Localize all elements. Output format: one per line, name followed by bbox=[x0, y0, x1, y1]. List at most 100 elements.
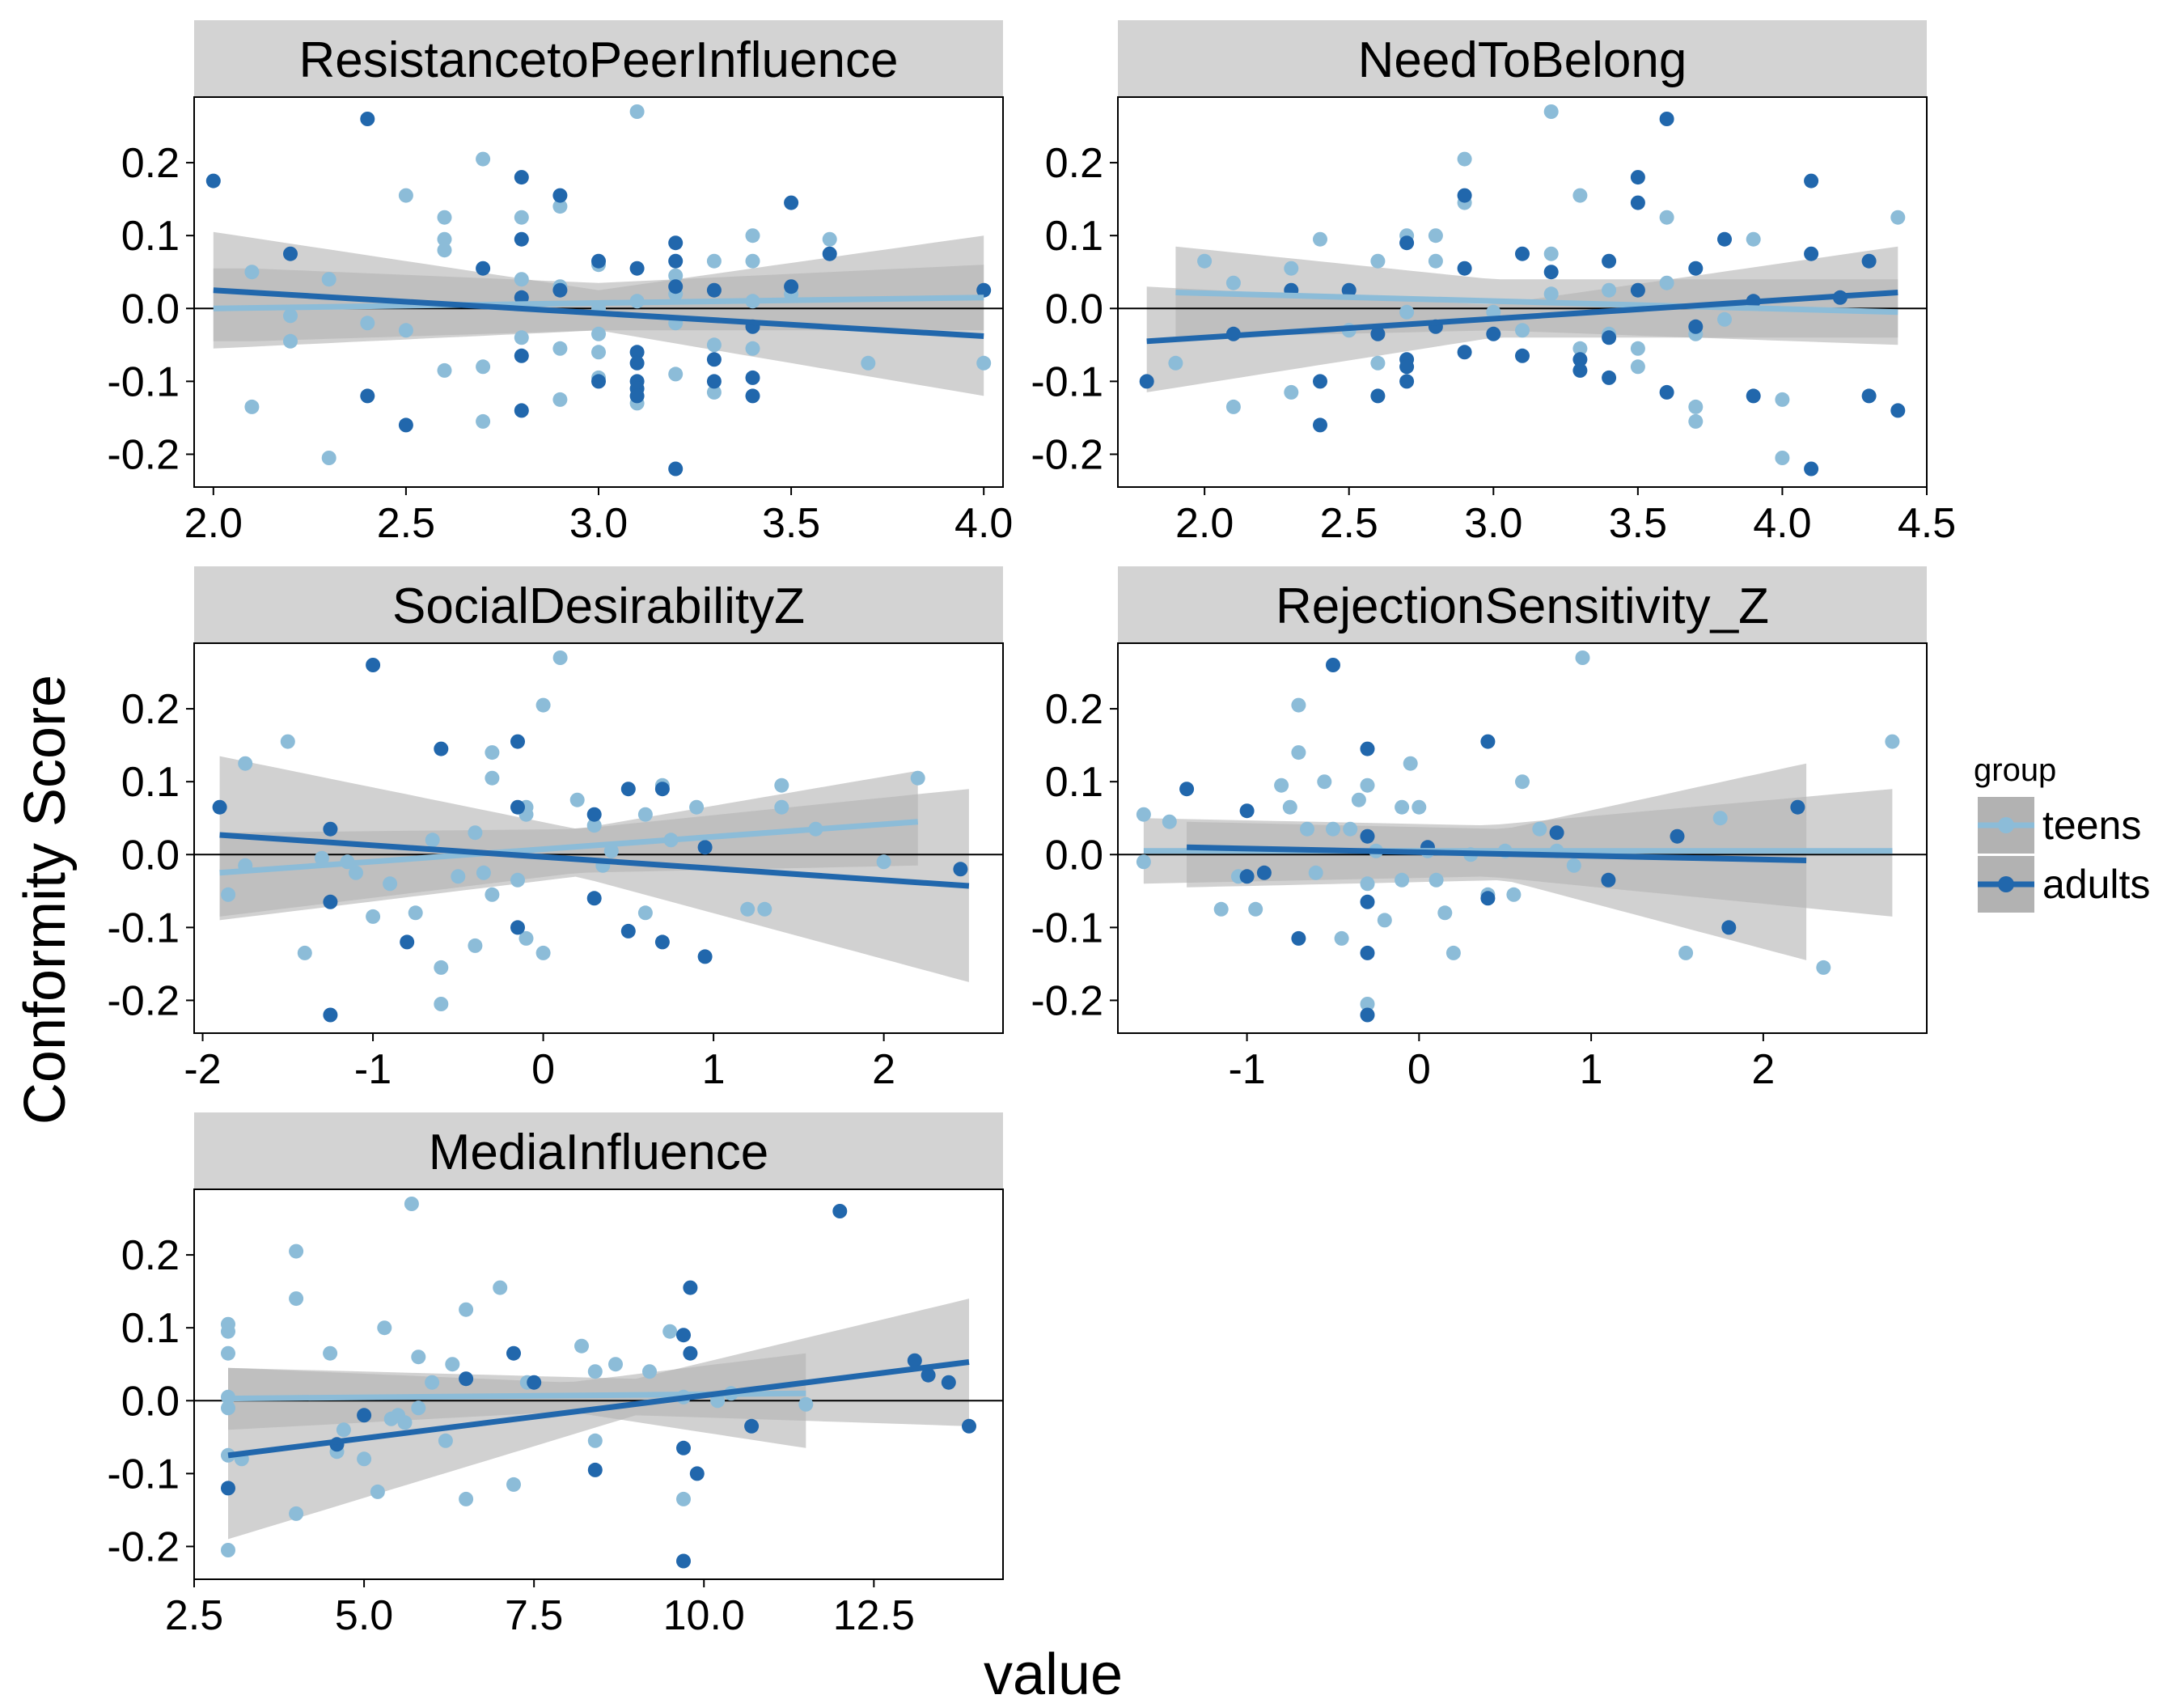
data-point-teens bbox=[411, 1400, 426, 1416]
data-point-teens bbox=[1506, 887, 1522, 902]
x-tick-label: 4.0 bbox=[954, 500, 1013, 547]
data-point-adults bbox=[1457, 345, 1472, 360]
data-point-adults bbox=[683, 1280, 698, 1295]
data-point-teens bbox=[321, 451, 336, 465]
data-point-teens bbox=[1678, 945, 1694, 960]
x-tick-label: 5.0 bbox=[335, 1592, 393, 1639]
data-point-teens bbox=[397, 1415, 413, 1430]
data-point-adults bbox=[1688, 319, 1704, 334]
data-point-adults bbox=[697, 949, 713, 964]
data-point-adults bbox=[514, 403, 529, 418]
data-point-teens bbox=[289, 1244, 304, 1259]
confidence-band-adults bbox=[1187, 763, 1807, 960]
data-point-teens bbox=[377, 1320, 392, 1336]
data-point-teens bbox=[1291, 697, 1306, 713]
facet-MediaInfluence: MediaInfluence -0.2 -0.1 0.0 0.1 0.2 2.5 5.0 7.5… bbox=[107, 1112, 1004, 1639]
y-tick-label: 0.0 bbox=[121, 286, 180, 333]
data-point-teens bbox=[221, 1345, 235, 1361]
data-point-teens bbox=[861, 355, 876, 371]
data-point-adults bbox=[1139, 374, 1154, 389]
data-point-teens bbox=[336, 1422, 351, 1438]
data-point-teens bbox=[238, 756, 253, 771]
data-point-teens bbox=[437, 231, 452, 247]
data-point-adults bbox=[360, 388, 375, 404]
y-tick-label: -0.2 bbox=[1031, 431, 1103, 478]
data-point-adults bbox=[1326, 658, 1340, 672]
regression-line-adults bbox=[219, 832, 970, 889]
data-point-teens bbox=[1351, 792, 1366, 807]
data-point-teens bbox=[518, 930, 534, 946]
data-point-teens bbox=[398, 188, 413, 203]
data-point-teens bbox=[1334, 930, 1349, 946]
data-point-teens bbox=[1395, 872, 1410, 888]
data-point-adults bbox=[676, 1553, 691, 1569]
data-point-teens bbox=[1360, 876, 1375, 892]
x-tick-label: 7.5 bbox=[505, 1592, 563, 1639]
data-point-adults bbox=[654, 934, 670, 950]
data-point-teens bbox=[1630, 359, 1645, 375]
data-point-teens bbox=[221, 1447, 235, 1463]
data-point-adults bbox=[514, 290, 529, 305]
data-point-adults bbox=[1602, 330, 1617, 345]
y-tick-label: 0.1 bbox=[121, 1305, 180, 1352]
legend-key-teens-point bbox=[1998, 817, 2014, 833]
data-point-adults bbox=[676, 1440, 691, 1455]
data-point-teens bbox=[676, 1491, 691, 1506]
data-point-teens bbox=[1428, 872, 1444, 888]
y-tick-label: 0.0 bbox=[121, 1378, 180, 1425]
data-point-teens bbox=[642, 1364, 657, 1379]
y-tick-label: 0.0 bbox=[1045, 832, 1103, 879]
y-tick-label: -0.2 bbox=[1031, 977, 1103, 1024]
data-point-teens bbox=[637, 905, 653, 921]
data-point-teens bbox=[1575, 650, 1590, 665]
facet-title: ResistancetoPeerInfluence bbox=[298, 32, 898, 88]
data-point-teens bbox=[476, 151, 491, 167]
x-tick-label: 3.5 bbox=[1609, 500, 1667, 547]
y-tick-label: 0.2 bbox=[121, 140, 180, 187]
data-point-teens bbox=[459, 1302, 474, 1317]
data-point-teens bbox=[323, 1345, 338, 1361]
data-point-teens bbox=[1136, 807, 1151, 822]
data-point-adults bbox=[434, 741, 449, 756]
data-point-teens bbox=[591, 345, 606, 360]
data-point-adults bbox=[1630, 282, 1645, 298]
panel-frame bbox=[193, 642, 1004, 1034]
regression-line-adults bbox=[1187, 844, 1807, 863]
data-point-teens bbox=[485, 770, 500, 786]
data-point-adults bbox=[1572, 352, 1588, 367]
data-point-adults bbox=[587, 1462, 603, 1477]
data-point-adults bbox=[514, 231, 529, 247]
data-point-adults bbox=[962, 1418, 976, 1434]
x-tick-label: 2.0 bbox=[184, 500, 243, 547]
x-tick-label: 2.0 bbox=[1175, 500, 1234, 547]
x-tick-label: 3.5 bbox=[762, 500, 820, 547]
data-point-teens bbox=[297, 945, 312, 960]
data-point-teens bbox=[1313, 231, 1327, 247]
data-point-teens bbox=[1136, 854, 1151, 870]
data-point-teens bbox=[434, 960, 449, 975]
x-tick-label: 0 bbox=[531, 1046, 555, 1093]
x-tick-label: 12.5 bbox=[833, 1592, 915, 1639]
data-point-teens bbox=[1370, 253, 1386, 269]
data-point-adults bbox=[205, 173, 221, 189]
data-point-adults bbox=[1746, 388, 1761, 404]
data-point-teens bbox=[1399, 304, 1415, 320]
data-point-adults bbox=[1399, 235, 1415, 251]
data-point-teens bbox=[280, 734, 295, 749]
data-point-teens bbox=[383, 876, 398, 892]
data-point-teens bbox=[662, 1324, 678, 1339]
data-point-teens bbox=[1168, 355, 1183, 371]
data-point-adults bbox=[689, 1466, 705, 1481]
data-point-adults bbox=[745, 370, 760, 385]
data-point-teens bbox=[411, 1349, 426, 1365]
data-point-adults bbox=[1670, 828, 1685, 844]
data-point-teens bbox=[668, 366, 684, 382]
data-point-adults bbox=[953, 862, 968, 877]
data-point-teens bbox=[357, 1451, 372, 1467]
x-tick-label: 10.0 bbox=[663, 1592, 745, 1639]
data-point-adults bbox=[683, 1345, 698, 1361]
data-point-adults bbox=[1717, 231, 1732, 247]
regression-line-teens bbox=[213, 294, 984, 311]
y-tick-label: 0.1 bbox=[1045, 213, 1103, 260]
data-point-teens bbox=[1412, 799, 1427, 815]
